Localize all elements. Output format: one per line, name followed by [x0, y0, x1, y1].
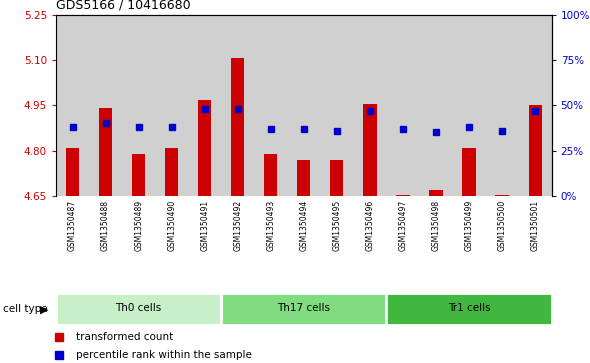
Bar — [529, 105, 542, 196]
Text: GSM1350500: GSM1350500 — [497, 200, 507, 251]
Bar — [254, 15, 287, 196]
Text: ▶: ▶ — [40, 304, 48, 314]
Bar — [353, 15, 386, 196]
Bar — [386, 293, 552, 325]
Text: Tr1 cells: Tr1 cells — [448, 303, 490, 313]
Text: GSM1350489: GSM1350489 — [134, 200, 143, 251]
Bar — [519, 15, 552, 196]
Text: Th17 cells: Th17 cells — [277, 303, 330, 313]
Text: GSM1350487: GSM1350487 — [68, 200, 77, 251]
Bar — [221, 293, 386, 325]
Bar — [56, 15, 89, 196]
Bar — [89, 15, 122, 196]
Bar — [99, 108, 112, 196]
Bar — [386, 15, 419, 196]
Text: GSM1350496: GSM1350496 — [365, 200, 375, 251]
Text: GSM1350493: GSM1350493 — [266, 200, 276, 251]
Bar — [320, 15, 353, 196]
Text: GSM1350491: GSM1350491 — [200, 200, 209, 251]
Bar — [264, 154, 277, 196]
Bar — [132, 154, 145, 196]
Bar — [486, 15, 519, 196]
Bar — [155, 15, 188, 196]
Bar — [297, 160, 310, 196]
Text: GSM1350499: GSM1350499 — [464, 200, 474, 251]
Text: transformed count: transformed count — [76, 332, 173, 342]
Bar — [330, 160, 343, 196]
Bar — [198, 100, 211, 196]
Text: percentile rank within the sample: percentile rank within the sample — [76, 350, 252, 360]
Bar — [496, 195, 509, 196]
Bar — [165, 148, 178, 196]
Text: GSM1350501: GSM1350501 — [530, 200, 540, 251]
Text: Th0 cells: Th0 cells — [116, 303, 162, 313]
Bar — [221, 15, 254, 196]
Bar — [231, 58, 244, 196]
Text: GSM1350490: GSM1350490 — [167, 200, 176, 251]
Bar — [188, 15, 221, 196]
Bar — [122, 15, 155, 196]
Text: GDS5166 / 10416680: GDS5166 / 10416680 — [56, 0, 191, 12]
Bar — [430, 190, 442, 196]
Text: cell type: cell type — [3, 304, 48, 314]
Text: GSM1350495: GSM1350495 — [332, 200, 342, 251]
Bar — [56, 293, 221, 325]
Text: GSM1350492: GSM1350492 — [233, 200, 242, 251]
Bar — [463, 148, 476, 196]
Bar — [363, 104, 376, 196]
Bar — [419, 15, 453, 196]
Text: GSM1350497: GSM1350497 — [398, 200, 408, 251]
Bar — [287, 15, 320, 196]
Text: GSM1350494: GSM1350494 — [299, 200, 309, 251]
Text: GSM1350488: GSM1350488 — [101, 200, 110, 251]
Text: GSM1350498: GSM1350498 — [431, 200, 441, 251]
Bar — [453, 15, 486, 196]
Bar — [396, 195, 409, 196]
Bar — [66, 148, 79, 196]
